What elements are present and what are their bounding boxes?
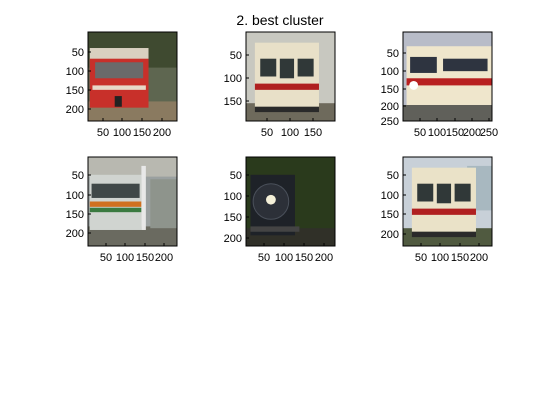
x-tick-label: 50 (415, 252, 427, 264)
panel-image (88, 32, 177, 121)
scene-ground (88, 226, 177, 246)
panel-image (403, 157, 492, 246)
x-tick-label: 250 (480, 127, 498, 139)
platform-pillar (141, 165, 146, 230)
y-tick-label: 100 (381, 66, 399, 78)
y-tick-label: 100 (224, 73, 242, 85)
scene-ground (403, 104, 492, 121)
axes-frame (87, 31, 178, 122)
panel-image (246, 32, 335, 121)
y-tick-label: 150 (224, 96, 242, 108)
x-tick-label: 150 (304, 127, 322, 139)
train-coupler (114, 96, 122, 107)
train-undercarriage (411, 231, 476, 238)
x-tick-label: 150 (136, 252, 154, 264)
panel-image (88, 157, 177, 246)
train-window-left (260, 58, 277, 77)
train-stripe (254, 83, 319, 90)
x-tick-label: 150 (451, 252, 469, 264)
x-tick-label: 50 (97, 127, 109, 139)
train-stripe-green (89, 207, 142, 213)
train-stripe (411, 208, 476, 215)
x-tick-label: 150 (446, 127, 464, 139)
train-windows (95, 62, 144, 79)
axes-frame (87, 156, 178, 247)
platform-structure (150, 179, 177, 229)
x-tick-label: 200 (155, 252, 173, 264)
y-tick-label: 100 (224, 191, 242, 203)
x-tick-label: 100 (275, 252, 293, 264)
x-tick-label: 50 (261, 127, 273, 139)
y-tick-label: 50 (387, 170, 399, 182)
y-tick-label: 100 (66, 190, 84, 202)
axes-frame (402, 31, 493, 122)
train-window-center (436, 183, 452, 204)
x-tick-label: 100 (428, 127, 446, 139)
figure-title: 2. best cluster (236, 12, 324, 28)
y-tick-label: 200 (224, 233, 242, 245)
y-tick-label: 100 (66, 66, 84, 78)
y-tick-label: 200 (381, 101, 399, 113)
axes-frame (402, 156, 493, 247)
x-tick-label: 50 (258, 252, 270, 264)
y-tick-label: 150 (66, 85, 84, 97)
panel-image (246, 157, 335, 246)
y-tick-label: 250 (381, 116, 399, 128)
x-tick-label: 200 (315, 252, 333, 264)
train-stripe (92, 85, 146, 90)
train-body (406, 46, 492, 105)
y-tick-label: 50 (387, 48, 399, 60)
y-tick-label: 150 (224, 212, 242, 224)
y-tick-label: 150 (381, 209, 399, 221)
y-tick-label: 50 (230, 50, 242, 62)
train-window-right (454, 183, 471, 202)
train-stripe (406, 78, 492, 86)
y-tick-label: 100 (381, 190, 399, 202)
axes-frame (245, 156, 336, 247)
train-side-windows (443, 58, 488, 72)
x-tick-label: 100 (116, 252, 134, 264)
y-tick-label: 200 (66, 104, 84, 116)
y-tick-label: 200 (66, 228, 84, 240)
y-tick-label: 50 (72, 170, 84, 182)
train-undercarriage (254, 106, 319, 113)
locomotive-headlamp (266, 194, 276, 205)
platform-roof (88, 157, 177, 177)
train-emblem (409, 80, 419, 90)
x-tick-label: 200 (153, 127, 171, 139)
train-stripe-orange (89, 201, 142, 207)
panel-image (403, 32, 492, 121)
train-windows (91, 183, 140, 198)
x-tick-label: 200 (463, 127, 481, 139)
x-tick-label: 50 (414, 127, 426, 139)
y-tick-label: 50 (72, 47, 84, 59)
y-tick-label: 50 (230, 170, 242, 182)
y-tick-label: 200 (381, 229, 399, 241)
train-window-center (279, 58, 295, 79)
locomotive-buffer (250, 226, 300, 232)
panel-2: 50 100 150 50 100 150 (224, 31, 336, 139)
train-front-window (410, 56, 437, 73)
x-tick-label: 200 (470, 252, 488, 264)
x-tick-label: 100 (281, 127, 299, 139)
train-window-left (417, 183, 434, 202)
x-tick-label: 50 (100, 252, 112, 264)
y-tick-label: 150 (381, 84, 399, 96)
x-tick-label: 100 (113, 127, 131, 139)
x-tick-label: 100 (431, 252, 449, 264)
x-tick-label: 150 (295, 252, 313, 264)
x-tick-label: 150 (133, 127, 151, 139)
y-tick-label: 150 (66, 209, 84, 221)
train-window-right (297, 58, 314, 77)
